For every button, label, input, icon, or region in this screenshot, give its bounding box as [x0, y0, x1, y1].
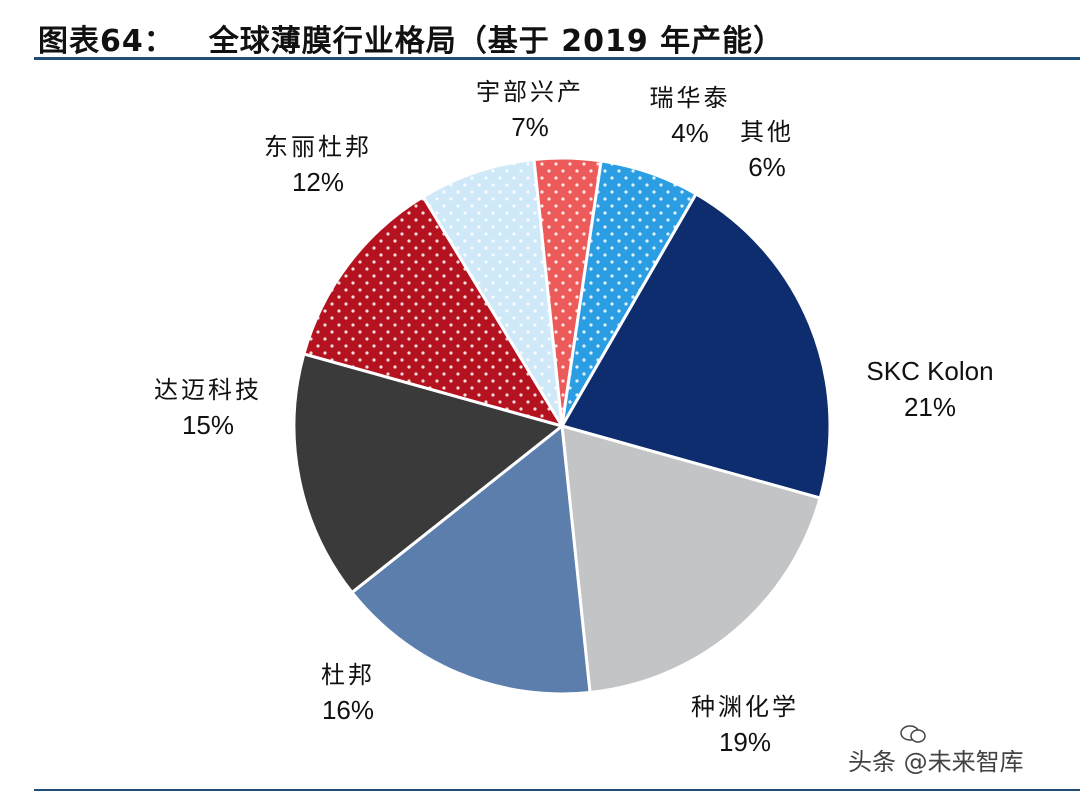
slice-percent-3: 16% — [322, 695, 374, 725]
slice-label-3: 杜邦 — [321, 661, 375, 689]
pie-slice-4 — [292, 352, 566, 595]
figure-title-text: 全球薄膜行业格局（基于 2019 年产能） — [208, 24, 785, 59]
figure-number: 图表64： — [38, 24, 175, 59]
slice-percent-1: 21% — [904, 392, 956, 422]
slice-percent-7: 4% — [671, 118, 709, 148]
slice-label-2: 种渊化学 — [691, 693, 799, 721]
pie-slice-5 — [302, 194, 566, 429]
pie-slice-3 — [349, 423, 592, 696]
slice-percent-8: 6% — [748, 152, 786, 182]
slice-percent-2: 19% — [719, 727, 771, 757]
slice-label-4: 达迈科技 — [154, 376, 262, 404]
figure-title: 图表64： 全球薄膜行业格局（基于 2019 年产能） — [38, 16, 785, 59]
top-rule — [34, 57, 1080, 60]
slice-percent-4: 15% — [182, 410, 234, 440]
pie-slices — [292, 156, 832, 696]
slice-label-6: 宇部兴产 — [476, 78, 584, 106]
slice-label-1: SKC Kolon — [866, 356, 993, 386]
slice-label-8: 其他 — [740, 118, 794, 146]
pie-slice-6 — [421, 157, 564, 427]
pie-slice-8 — [560, 159, 699, 427]
watermark-logo-icon — [900, 725, 926, 743]
bottom-rule — [34, 789, 1080, 791]
slice-label-7: 瑞华泰 — [650, 84, 731, 112]
pie-labels: SKC Kolon 21% 种渊化学 19% 杜邦 16% 达迈科技 15% 东丽杜邦 12% 宇部… — [154, 78, 994, 757]
slice-label-5: 东丽杜邦 — [264, 133, 372, 161]
pie-slice-2 — [560, 423, 822, 695]
watermark: 头条 @未来智库 — [848, 748, 1024, 776]
slice-percent-6: 7% — [511, 112, 549, 142]
pie-slice-1 — [559, 191, 832, 500]
slice-percent-5: 12% — [292, 167, 344, 197]
